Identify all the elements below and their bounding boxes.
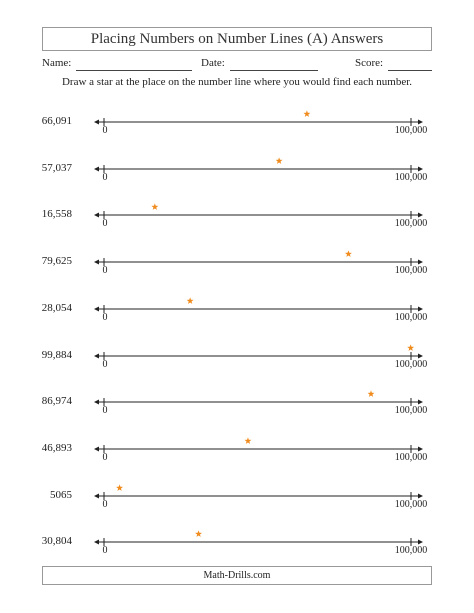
number-line[interactable] <box>0 250 474 280</box>
problem-number: 66,091 <box>41 115 72 127</box>
min-label: 0 <box>102 265 108 277</box>
left-arrow-icon <box>94 353 99 358</box>
score-label: Score: <box>355 57 384 69</box>
number-line[interactable] <box>0 203 474 233</box>
min-label: 0 <box>102 125 108 136</box>
max-label: 100,000 <box>394 545 428 557</box>
answer-star-icon <box>116 483 123 491</box>
number-line[interactable] <box>0 530 474 560</box>
right-arrow-icon <box>418 212 423 218</box>
footer: Math-Drills.com <box>42 566 432 585</box>
answer-star-icon <box>367 390 375 398</box>
problem-number: 99,884 <box>41 348 72 361</box>
left-arrow-icon <box>94 119 99 125</box>
number-line[interactable] <box>0 390 474 420</box>
max-label: 100,000 <box>394 451 428 463</box>
answer-star-icon <box>345 250 352 258</box>
right-arrow-icon <box>418 353 423 358</box>
problem-row: 66,091 0 100,000 <box>0 110 474 140</box>
max-label: 100,000 <box>394 358 428 370</box>
number-line[interactable] <box>0 297 474 327</box>
answer-star-icon <box>244 437 252 444</box>
min-label: 0 <box>102 218 108 230</box>
problem-number: 46,893 <box>41 441 72 454</box>
worksheet-title: Placing Numbers on Number Lines (A) Answ… <box>42 27 432 51</box>
number-line[interactable] <box>0 110 474 140</box>
problem-number: 57,037 <box>41 161 72 174</box>
problem-row: 30,804 0 100,000 <box>0 530 474 560</box>
problem-row: 57,037 0 100,000 <box>0 157 474 187</box>
instructions: Draw a star at the place on the number l… <box>61 76 413 88</box>
min-label: 0 <box>102 498 108 510</box>
answer-star-icon <box>407 343 415 351</box>
problem-row: 99,884 0 100,000 <box>0 343 474 374</box>
right-arrow-icon <box>418 493 423 499</box>
min-label: 0 <box>102 405 108 417</box>
left-arrow-icon <box>94 212 99 218</box>
right-arrow-icon <box>418 446 423 452</box>
answer-star-icon <box>151 203 159 211</box>
answer-star-icon <box>275 157 283 164</box>
left-arrow-icon <box>94 306 99 312</box>
score-field-line[interactable] <box>388 70 432 71</box>
number-line[interactable] <box>0 483 474 514</box>
left-arrow-icon <box>94 399 99 405</box>
right-arrow-icon <box>418 259 423 265</box>
problem-row: 46,893 0 100,000 <box>0 437 474 467</box>
min-label: 0 <box>102 171 108 183</box>
min-label: 0 <box>102 311 108 323</box>
problem-row: 5065 0 100,000 <box>0 483 474 514</box>
date-field-line[interactable] <box>230 70 318 71</box>
right-arrow-icon <box>418 119 423 125</box>
max-label: 100,000 <box>394 405 428 417</box>
date-label: Date: <box>201 57 225 69</box>
min-label: 0 <box>102 358 108 370</box>
name-field-line[interactable] <box>76 70 192 71</box>
problem-number: 5065 <box>50 488 72 501</box>
problem-row: 79,625 0 100,000 <box>0 250 474 280</box>
max-label: 100,000 <box>394 265 428 277</box>
problem-number: 16,558 <box>41 208 72 221</box>
max-label: 100,000 <box>394 218 428 230</box>
left-arrow-icon <box>94 539 99 545</box>
answer-star-icon <box>303 110 311 117</box>
number-line[interactable] <box>0 157 474 187</box>
problem-row: 16,558 0 100,000 <box>0 203 474 233</box>
number-line[interactable] <box>0 343 474 374</box>
right-arrow-icon <box>418 166 423 172</box>
problem-number: 28,054 <box>41 301 72 314</box>
problem-number: 79,625 <box>41 255 72 268</box>
answer-star-icon <box>186 297 194 304</box>
number-line[interactable] <box>0 437 474 467</box>
name-label: Name: <box>42 57 72 69</box>
left-arrow-icon <box>94 166 99 172</box>
problem-row: 86,974 0 100,000 <box>0 390 474 420</box>
left-arrow-icon <box>94 259 99 265</box>
max-label: 100,000 <box>394 171 428 183</box>
min-label: 0 <box>102 451 108 463</box>
min-label: 0 <box>102 545 108 557</box>
max-label: 100,000 <box>394 311 428 323</box>
answer-star-icon <box>195 530 202 538</box>
right-arrow-icon <box>418 399 423 405</box>
problem-row: 28,054 0 100,000 <box>0 297 474 327</box>
problem-number: 30,804 <box>41 535 72 548</box>
max-label: 100,000 <box>394 498 428 510</box>
problem-number: 86,974 <box>41 395 72 408</box>
max-label: 100,000 <box>394 125 428 136</box>
left-arrow-icon <box>94 493 99 499</box>
right-arrow-icon <box>418 306 423 312</box>
left-arrow-icon <box>94 446 99 452</box>
right-arrow-icon <box>418 539 423 545</box>
